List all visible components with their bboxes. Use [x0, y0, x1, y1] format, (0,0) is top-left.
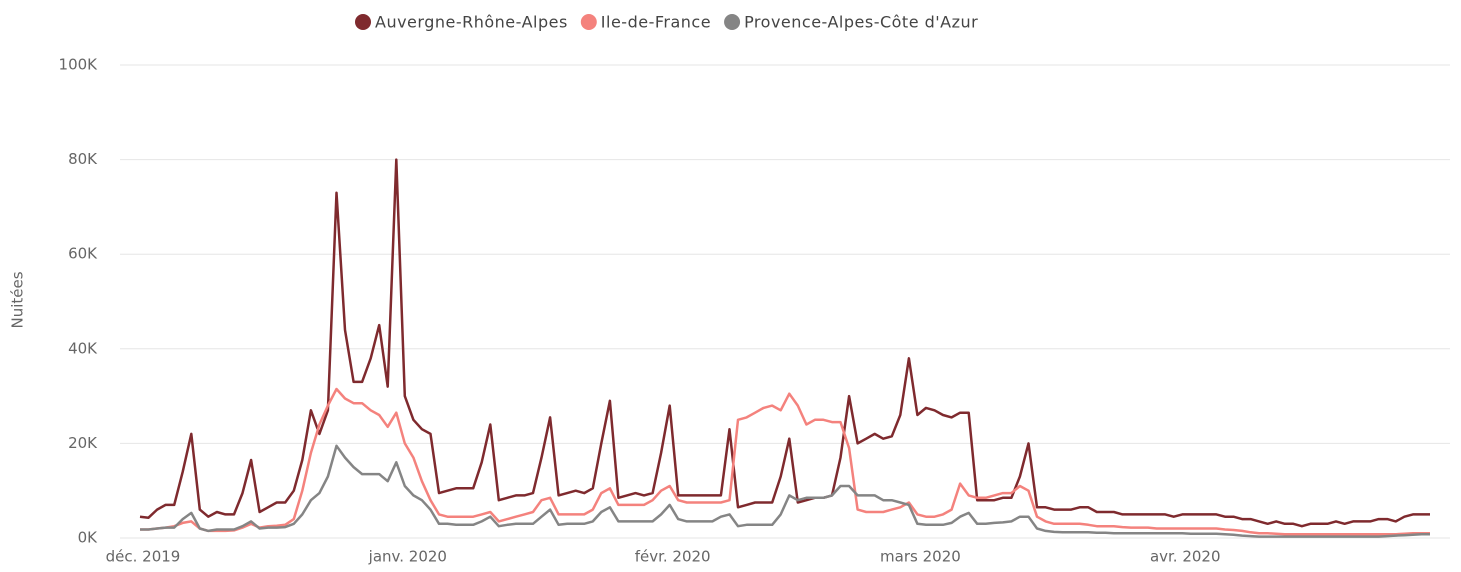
series-line [140, 387, 1430, 536]
y-tick-label: 20K [68, 434, 98, 452]
x-tick-label: déc. 2019 [106, 548, 181, 566]
y-tick-label: 0K [78, 529, 99, 547]
x-tick-label: avr. 2020 [1150, 548, 1221, 566]
series-line [139, 158, 1430, 528]
y-axis-label: Nuitées [9, 271, 27, 328]
legend-marker [724, 14, 741, 30]
legend-marker [355, 14, 371, 30]
y-tick-label: 100K [59, 56, 99, 74]
x-tick-label: janv. 2020 [368, 548, 447, 566]
series-line [140, 444, 1430, 538]
x-tick-label: févr. 2020 [635, 548, 711, 566]
y-tick-label: 60K [68, 245, 98, 263]
y-tick-label: 40K [68, 339, 98, 357]
legend-label: Auvergne-Rhône-Alpes [375, 13, 568, 32]
x-tick-label: mars 2020 [880, 548, 961, 566]
legend-label: Provence-Alpes-Côte d'Azur [744, 13, 978, 32]
y-tick-label: 80K [68, 150, 98, 168]
legend-marker [580, 14, 597, 30]
legend: Auvergne-Rhône-Alpes Ile-de-France Provenc… [355, 13, 978, 32]
legend-label: Ile-de-France [601, 13, 711, 32]
